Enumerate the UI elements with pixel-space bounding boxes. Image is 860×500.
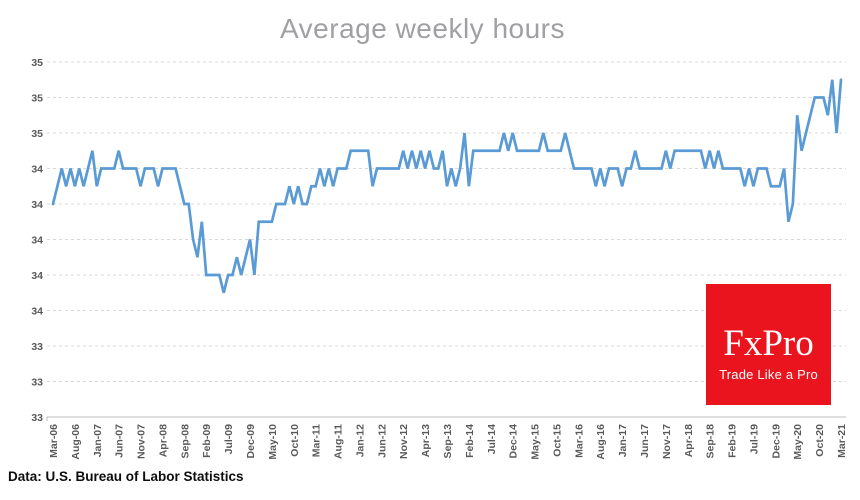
svg-text:Oct-10: Oct-10	[289, 424, 301, 457]
svg-text:Dec-09: Dec-09	[245, 424, 257, 459]
data-line-average-weekly-hours	[51, 78, 843, 294]
svg-text:Mar-21: Mar-21	[836, 424, 848, 458]
svg-text:33: 33	[31, 412, 43, 424]
svg-text:Mar-06: Mar-06	[48, 424, 60, 458]
svg-text:May-10: May-10	[267, 424, 279, 460]
horizontal-gridlines	[47, 61, 846, 418]
svg-text:34: 34	[31, 270, 43, 282]
svg-text:Jun-07: Jun-07	[114, 424, 126, 458]
svg-text:Mar-16: Mar-16	[573, 424, 585, 458]
svg-text:Sep-13: Sep-13	[442, 424, 454, 459]
fxpro-logo-wordmark: FxPro	[723, 323, 814, 364]
svg-text:Jul-09: Jul-09	[223, 424, 235, 455]
svg-text:Sep-08: Sep-08	[179, 424, 191, 459]
chart-title: Average weekly hours	[280, 13, 565, 44]
svg-text:Nov-17: Nov-17	[661, 424, 673, 459]
x-axis-tick-labels: Mar-06 Aug-06 Jan-07 Jun-07 Nov-07 Apr-08 Sep-…	[48, 424, 848, 460]
svg-text:Feb-19: Feb-19	[727, 424, 739, 458]
svg-text:Nov-07: Nov-07	[136, 424, 148, 459]
svg-text:Jun-17: Jun-17	[639, 424, 651, 458]
svg-text:Aug-16: Aug-16	[595, 424, 607, 460]
svg-text:Sep-18: Sep-18	[705, 424, 717, 459]
svg-text:Feb-14: Feb-14	[464, 424, 476, 458]
fxpro-logo: FxPro Trade Like a Pro	[706, 284, 831, 405]
svg-text:Apr-18: Apr-18	[683, 424, 695, 457]
svg-text:Oct-20: Oct-20	[814, 424, 826, 457]
svg-text:35: 35	[31, 57, 43, 69]
svg-text:Dec-19: Dec-19	[770, 424, 782, 459]
svg-text:Jul-19: Jul-19	[748, 424, 760, 455]
svg-text:May-15: May-15	[530, 424, 542, 460]
data-source-attribution: Data: U.S. Bureau of Labor Statistics	[8, 469, 244, 484]
svg-text:May-20: May-20	[792, 424, 804, 460]
svg-text:Apr-13: Apr-13	[420, 424, 432, 457]
svg-text:Jan-12: Jan-12	[354, 424, 366, 457]
svg-text:34: 34	[31, 235, 43, 247]
svg-text:Mar-11: Mar-11	[311, 424, 323, 457]
svg-text:33: 33	[31, 341, 43, 353]
svg-text:Nov-12: Nov-12	[398, 424, 410, 459]
svg-text:Apr-08: Apr-08	[157, 424, 169, 457]
svg-text:35: 35	[31, 128, 43, 140]
svg-text:Aug-06: Aug-06	[70, 424, 82, 460]
y-axis-tick-labels: 35 35 35 34 34 34 34 34 33 33 33	[31, 57, 43, 424]
svg-text:Feb-09: Feb-09	[201, 424, 213, 458]
fxpro-logo-tagline: Trade Like a Pro	[719, 367, 818, 382]
svg-text:Aug-11: Aug-11	[333, 424, 345, 459]
svg-text:34: 34	[31, 164, 43, 176]
svg-text:Oct-15: Oct-15	[551, 424, 563, 457]
svg-text:Jan-07: Jan-07	[92, 424, 104, 457]
svg-text:Dec-14: Dec-14	[508, 424, 520, 459]
svg-text:Jul-14: Jul-14	[486, 424, 498, 455]
svg-text:35: 35	[31, 93, 43, 105]
svg-text:34: 34	[31, 306, 43, 318]
svg-text:Jun-12: Jun-12	[376, 424, 388, 458]
svg-text:Jan-17: Jan-17	[617, 424, 629, 457]
svg-text:34: 34	[31, 199, 43, 211]
svg-text:33: 33	[31, 377, 43, 389]
